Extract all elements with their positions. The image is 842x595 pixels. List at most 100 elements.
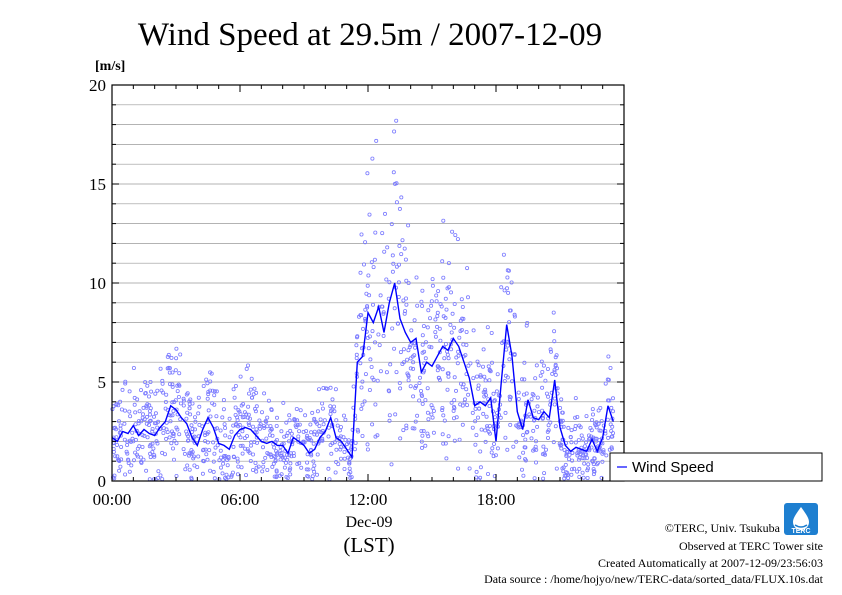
- data-point: [318, 417, 323, 422]
- data-point: [153, 431, 158, 436]
- data-point: [208, 379, 213, 384]
- data-point: [359, 406, 364, 411]
- data-point: [351, 384, 356, 389]
- data-point: [535, 395, 540, 400]
- data-point: [360, 379, 365, 384]
- data-point: [146, 394, 151, 399]
- data-point: [358, 270, 363, 275]
- data-point: [312, 416, 317, 421]
- data-point: [474, 433, 479, 438]
- data-point: [418, 388, 423, 393]
- data-point: [371, 377, 376, 382]
- data-point: [197, 404, 202, 409]
- data-point: [373, 434, 378, 439]
- data-point: [466, 392, 471, 397]
- data-point: [142, 417, 147, 422]
- data-point: [145, 402, 150, 407]
- data-point: [280, 455, 285, 460]
- data-point: [449, 347, 454, 352]
- data-point: [171, 457, 176, 462]
- data-point: [144, 414, 149, 419]
- data-point: [261, 464, 266, 469]
- data-point: [552, 369, 557, 374]
- data-point: [544, 447, 549, 452]
- data-point: [553, 424, 558, 429]
- data-point: [457, 437, 462, 442]
- data-point: [408, 384, 413, 389]
- data-point: [520, 467, 525, 472]
- data-point: [167, 382, 172, 387]
- data-point: [471, 328, 476, 333]
- data-point: [460, 304, 465, 309]
- data-point: [479, 427, 484, 432]
- data-point: [118, 464, 123, 469]
- data-point: [546, 435, 551, 440]
- data-point: [122, 437, 127, 442]
- data-point: [407, 345, 412, 350]
- data-point: [188, 397, 193, 402]
- data-point: [148, 406, 153, 411]
- data-point: [167, 435, 172, 440]
- date-label: Dec-09: [345, 514, 392, 531]
- data-point: [452, 398, 457, 403]
- data-point: [403, 257, 408, 262]
- data-point: [449, 330, 454, 335]
- data-point: [396, 294, 401, 299]
- data-point: [245, 363, 250, 368]
- data-point: [384, 370, 389, 375]
- data-point: [461, 342, 466, 347]
- data-point: [495, 372, 500, 377]
- data-point: [423, 443, 428, 448]
- data-point: [149, 389, 154, 394]
- data-point: [231, 444, 236, 449]
- data-point: [435, 314, 440, 319]
- data-point: [548, 420, 553, 425]
- data-point: [540, 369, 545, 374]
- data-point: [369, 364, 374, 369]
- data-point: [503, 435, 508, 440]
- data-point: [203, 447, 208, 452]
- data-point: [117, 458, 122, 463]
- data-point: [554, 353, 559, 358]
- data-point: [372, 257, 377, 262]
- data-point: [398, 350, 403, 355]
- data-point: [286, 439, 291, 444]
- data-point: [223, 433, 228, 438]
- data-point: [195, 465, 200, 470]
- data-point: [205, 457, 210, 462]
- data-point: [326, 466, 331, 471]
- data-point: [525, 320, 530, 325]
- data-point: [377, 343, 382, 348]
- data-point: [214, 389, 219, 394]
- data-point: [178, 352, 183, 357]
- data-point: [184, 416, 189, 421]
- data-point: [353, 440, 358, 445]
- chart-title: Wind Speed at 29.5m / 2007-12-09: [138, 17, 602, 53]
- data-point: [138, 455, 143, 460]
- data-point: [425, 431, 430, 436]
- data-point: [254, 390, 259, 395]
- data-point: [403, 309, 408, 314]
- data-point: [410, 426, 415, 431]
- data-point: [481, 347, 486, 352]
- data-point: [492, 398, 497, 403]
- data-point: [175, 389, 180, 394]
- data-point: [553, 372, 558, 377]
- data-point: [390, 269, 395, 274]
- data-point: [433, 334, 438, 339]
- data-point: [164, 392, 169, 397]
- data-point: [212, 451, 217, 456]
- data-point: [404, 423, 409, 428]
- data-point: [261, 424, 266, 429]
- data-point: [274, 449, 279, 454]
- data-point: [166, 352, 171, 357]
- data-point: [253, 406, 258, 411]
- x-tick-label: 00:00: [93, 490, 132, 509]
- data-point: [456, 466, 461, 471]
- data-point: [570, 458, 575, 463]
- data-point: [311, 441, 316, 446]
- data-point: [214, 426, 219, 431]
- data-point: [550, 371, 555, 376]
- data-point: [250, 424, 255, 429]
- data-point: [473, 442, 478, 447]
